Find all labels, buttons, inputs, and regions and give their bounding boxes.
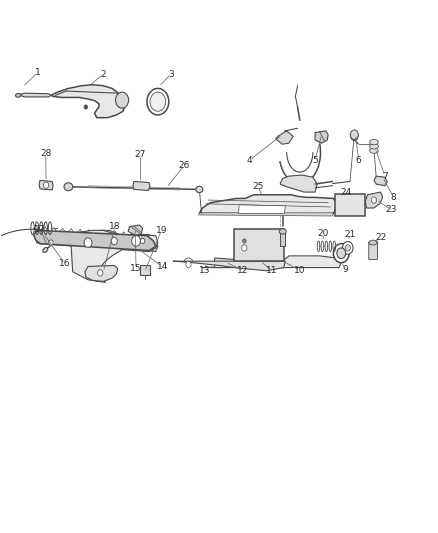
- Polygon shape: [173, 261, 286, 271]
- Text: 7: 7: [382, 172, 388, 181]
- Text: 16: 16: [59, 260, 71, 268]
- Circle shape: [333, 244, 349, 263]
- Ellipse shape: [369, 240, 377, 245]
- Polygon shape: [85, 265, 118, 281]
- Circle shape: [242, 245, 247, 251]
- Text: 2: 2: [100, 70, 106, 78]
- Polygon shape: [374, 176, 387, 185]
- Circle shape: [243, 239, 246, 243]
- Circle shape: [98, 270, 103, 276]
- Polygon shape: [128, 225, 143, 236]
- Polygon shape: [199, 195, 337, 214]
- Ellipse shape: [64, 183, 73, 191]
- Circle shape: [343, 241, 353, 254]
- Polygon shape: [315, 131, 328, 143]
- Polygon shape: [36, 230, 158, 252]
- Circle shape: [350, 130, 358, 140]
- FancyBboxPatch shape: [369, 241, 378, 260]
- Polygon shape: [73, 230, 158, 252]
- Circle shape: [116, 92, 129, 108]
- Polygon shape: [201, 256, 341, 268]
- Circle shape: [150, 92, 166, 111]
- Text: 12: 12: [237, 266, 249, 274]
- Circle shape: [337, 248, 346, 259]
- Circle shape: [43, 182, 49, 188]
- Text: 9: 9: [343, 265, 349, 273]
- Text: 4: 4: [247, 156, 252, 165]
- Ellipse shape: [370, 148, 378, 154]
- Text: 23: 23: [386, 205, 397, 214]
- Polygon shape: [18, 93, 51, 97]
- Text: 24: 24: [340, 188, 351, 197]
- Ellipse shape: [370, 140, 378, 145]
- Text: 11: 11: [265, 266, 277, 274]
- Ellipse shape: [370, 144, 378, 149]
- Text: 13: 13: [199, 266, 211, 274]
- Circle shape: [147, 88, 169, 115]
- Text: 19: 19: [155, 226, 167, 235]
- Polygon shape: [365, 192, 383, 208]
- Text: 5: 5: [312, 156, 318, 165]
- Text: 15: 15: [130, 264, 142, 272]
- Ellipse shape: [279, 229, 286, 234]
- Polygon shape: [198, 213, 333, 216]
- Circle shape: [186, 261, 191, 268]
- Text: 10: 10: [294, 266, 306, 274]
- Circle shape: [141, 238, 145, 244]
- Circle shape: [345, 245, 350, 251]
- Ellipse shape: [196, 186, 203, 192]
- Circle shape: [132, 236, 141, 246]
- Text: 28: 28: [40, 149, 51, 158]
- Text: 17: 17: [34, 225, 46, 234]
- Polygon shape: [280, 175, 317, 192]
- Text: 14: 14: [156, 262, 168, 271]
- Ellipse shape: [15, 93, 21, 97]
- Polygon shape: [215, 258, 237, 268]
- Polygon shape: [71, 236, 127, 282]
- Circle shape: [84, 238, 92, 247]
- FancyBboxPatch shape: [234, 229, 285, 261]
- Text: 25: 25: [253, 182, 264, 191]
- Text: 20: 20: [317, 229, 328, 238]
- Text: 3: 3: [168, 70, 174, 78]
- FancyBboxPatch shape: [141, 265, 150, 275]
- Text: 27: 27: [135, 150, 146, 159]
- Text: 6: 6: [356, 156, 362, 165]
- Text: 1: 1: [35, 68, 41, 77]
- Polygon shape: [51, 85, 125, 118]
- Text: 26: 26: [178, 161, 190, 170]
- Polygon shape: [33, 230, 155, 251]
- Circle shape: [111, 237, 117, 245]
- Polygon shape: [239, 205, 286, 213]
- Text: 8: 8: [391, 193, 396, 202]
- Circle shape: [84, 105, 88, 109]
- Circle shape: [49, 240, 53, 245]
- Ellipse shape: [43, 248, 48, 253]
- Polygon shape: [133, 181, 150, 190]
- Text: 22: 22: [375, 233, 386, 242]
- Circle shape: [371, 197, 377, 203]
- Polygon shape: [39, 180, 53, 190]
- FancyBboxPatch shape: [280, 231, 286, 246]
- Text: 21: 21: [344, 230, 356, 239]
- Text: 18: 18: [110, 222, 121, 231]
- FancyBboxPatch shape: [335, 193, 365, 216]
- Polygon shape: [276, 131, 293, 144]
